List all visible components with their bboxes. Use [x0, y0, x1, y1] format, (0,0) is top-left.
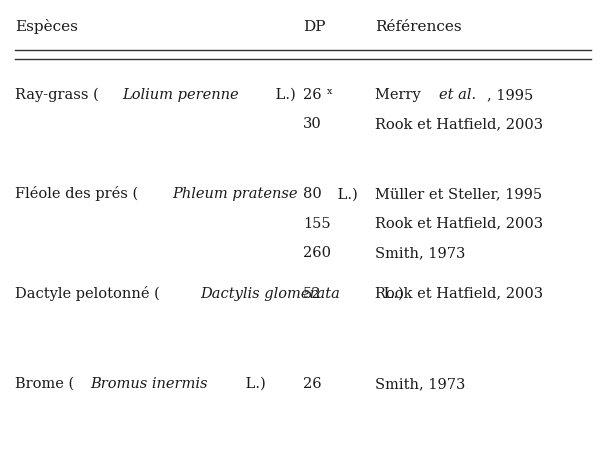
Text: Smith, 1973: Smith, 1973 [375, 377, 465, 391]
Text: Phleum pratense: Phleum pratense [172, 187, 298, 202]
Text: Lolium perenne: Lolium perenne [122, 88, 239, 102]
Text: 26: 26 [303, 88, 322, 102]
Text: 80: 80 [303, 187, 322, 202]
Text: Références: Références [375, 21, 462, 34]
Text: et al.: et al. [439, 88, 476, 102]
Text: DP: DP [303, 21, 325, 34]
Text: Espèces: Espèces [15, 19, 78, 34]
Text: L.): L.) [241, 377, 265, 391]
Text: x: x [327, 87, 332, 96]
Text: 26: 26 [303, 377, 322, 391]
Text: Bromus inermis: Bromus inermis [90, 377, 208, 391]
Text: Fléole des prés (: Fléole des prés ( [15, 186, 138, 202]
Text: Smith, 1973: Smith, 1973 [375, 246, 465, 260]
Text: Müller et Steller, 1995: Müller et Steller, 1995 [375, 187, 542, 202]
Text: 260: 260 [303, 246, 331, 260]
Text: Rook et Hatfield, 2003: Rook et Hatfield, 2003 [375, 217, 543, 231]
Text: Merry: Merry [375, 88, 425, 102]
Text: Brome (: Brome ( [15, 377, 74, 391]
Text: 155: 155 [303, 217, 331, 231]
Text: Rook et Hatfield, 2003: Rook et Hatfield, 2003 [375, 287, 543, 301]
Text: L.): L.) [333, 187, 358, 202]
Text: Rook et Hatfield, 2003: Rook et Hatfield, 2003 [375, 117, 543, 132]
Text: 30: 30 [303, 117, 322, 132]
Text: , 1995: , 1995 [487, 88, 533, 102]
Text: L.): L.) [379, 287, 404, 301]
Text: Ray-grass (: Ray-grass ( [15, 88, 99, 102]
Text: 52: 52 [303, 287, 322, 301]
Text: L.): L.) [271, 88, 296, 102]
Text: Dactyle pelotonné (: Dactyle pelotonné ( [15, 286, 159, 301]
Text: Dactylis glomerata: Dactylis glomerata [200, 287, 340, 301]
